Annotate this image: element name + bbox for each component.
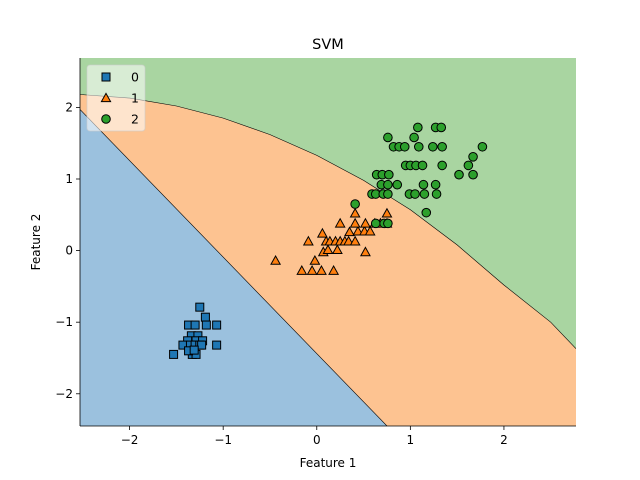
y-tick-label: 1 [65, 172, 73, 186]
point-class-2 [350, 199, 360, 209]
point-class-1 [322, 244, 334, 255]
point-class-1 [331, 244, 343, 255]
data-points [169, 122, 488, 359]
point-class-2 [419, 189, 430, 199]
y-ticks: −2 −1 0 1 2 [55, 100, 80, 401]
point-class-2 [436, 122, 447, 133]
point-class-1 [349, 217, 361, 228]
legend-label-class-2: 2 [131, 112, 139, 127]
point-class-1 [315, 265, 327, 275]
point-class-2 [383, 179, 393, 190]
point-class-1 [364, 225, 376, 236]
point-class-1 [296, 265, 308, 275]
point-class-2 [431, 189, 442, 199]
point-class-1 [349, 235, 361, 246]
point-class-0 [190, 320, 200, 330]
point-class-2 [384, 169, 394, 180]
point-class-1 [349, 207, 361, 218]
point-class-2 [421, 207, 432, 218]
legend-label-class-0: 0 [131, 70, 139, 85]
y-tick-label: −1 [55, 315, 73, 329]
point-class-1 [270, 254, 282, 265]
point-class-1 [344, 226, 355, 237]
y-tick-label: 0 [65, 244, 73, 258]
point-class-2 [430, 179, 441, 190]
point-class-2 [383, 189, 393, 199]
x-tick-label: 2 [500, 433, 508, 447]
point-class-2 [418, 179, 429, 190]
point-class-2 [413, 122, 423, 133]
decision-boundary-0-1 [80, 109, 388, 426]
point-class-1 [381, 207, 393, 218]
point-class-1 [316, 227, 328, 238]
x-tick-label: 0 [313, 433, 321, 447]
point-class-2 [468, 152, 478, 162]
y-tick-label: 2 [65, 100, 73, 114]
point-class-1 [343, 235, 355, 246]
legend-marker-class-2 [101, 114, 111, 124]
point-class-0 [197, 340, 207, 350]
region-class-1 [80, 94, 576, 426]
point-class-1 [309, 254, 321, 265]
point-class-1 [359, 217, 371, 228]
point-class-1 [302, 235, 314, 246]
point-class-2 [437, 160, 447, 171]
point-class-2 [399, 141, 410, 152]
x-tick-label: 1 [407, 433, 415, 447]
point-class-1 [328, 265, 340, 275]
point-class-2 [409, 132, 419, 143]
point-class-1 [306, 265, 318, 275]
point-class-1 [352, 225, 364, 236]
chart-title: SVM [312, 37, 344, 53]
point-class-2 [383, 218, 393, 229]
point-class-1 [359, 246, 371, 257]
x-ticks: −2 −1 0 1 2 [121, 426, 508, 447]
point-class-2 [437, 141, 447, 152]
legend-label-class-1: 1 [131, 91, 139, 106]
region-class-2 [80, 58, 576, 349]
axes-spines [79, 58, 576, 427]
point-class-2 [428, 141, 438, 152]
point-class-2 [477, 141, 488, 152]
point-class-0 [200, 312, 210, 322]
point-class-0 [201, 320, 211, 330]
decision-regions [80, 58, 576, 426]
point-class-2 [392, 179, 403, 190]
point-class-1 [334, 217, 346, 228]
x-tick-label: −1 [214, 433, 232, 447]
legend: 0 1 2 [86, 64, 146, 132]
y-axis-label: Feature 2 [29, 214, 43, 271]
legend-marker-class-1 [100, 92, 112, 103]
point-class-2 [383, 132, 393, 143]
point-class-2 [463, 160, 474, 171]
point-class-2 [370, 218, 381, 229]
point-class-0 [212, 340, 222, 350]
point-class-2 [410, 189, 420, 199]
point-class-0 [189, 345, 199, 355]
x-tick-label: −2 [121, 433, 139, 447]
point-class-2 [468, 169, 478, 180]
point-class-0 [212, 320, 222, 330]
point-class-0 [195, 302, 205, 312]
point-class-2 [413, 141, 424, 152]
point-class-2 [417, 160, 428, 171]
y-tick-label: −2 [55, 387, 73, 401]
point-class-2 [454, 169, 464, 180]
x-axis-label: Feature 1 [300, 456, 357, 470]
point-class-0 [169, 349, 179, 359]
legend-marker-class-0 [101, 72, 111, 82]
decision-boundary-1-2 [80, 94, 576, 349]
